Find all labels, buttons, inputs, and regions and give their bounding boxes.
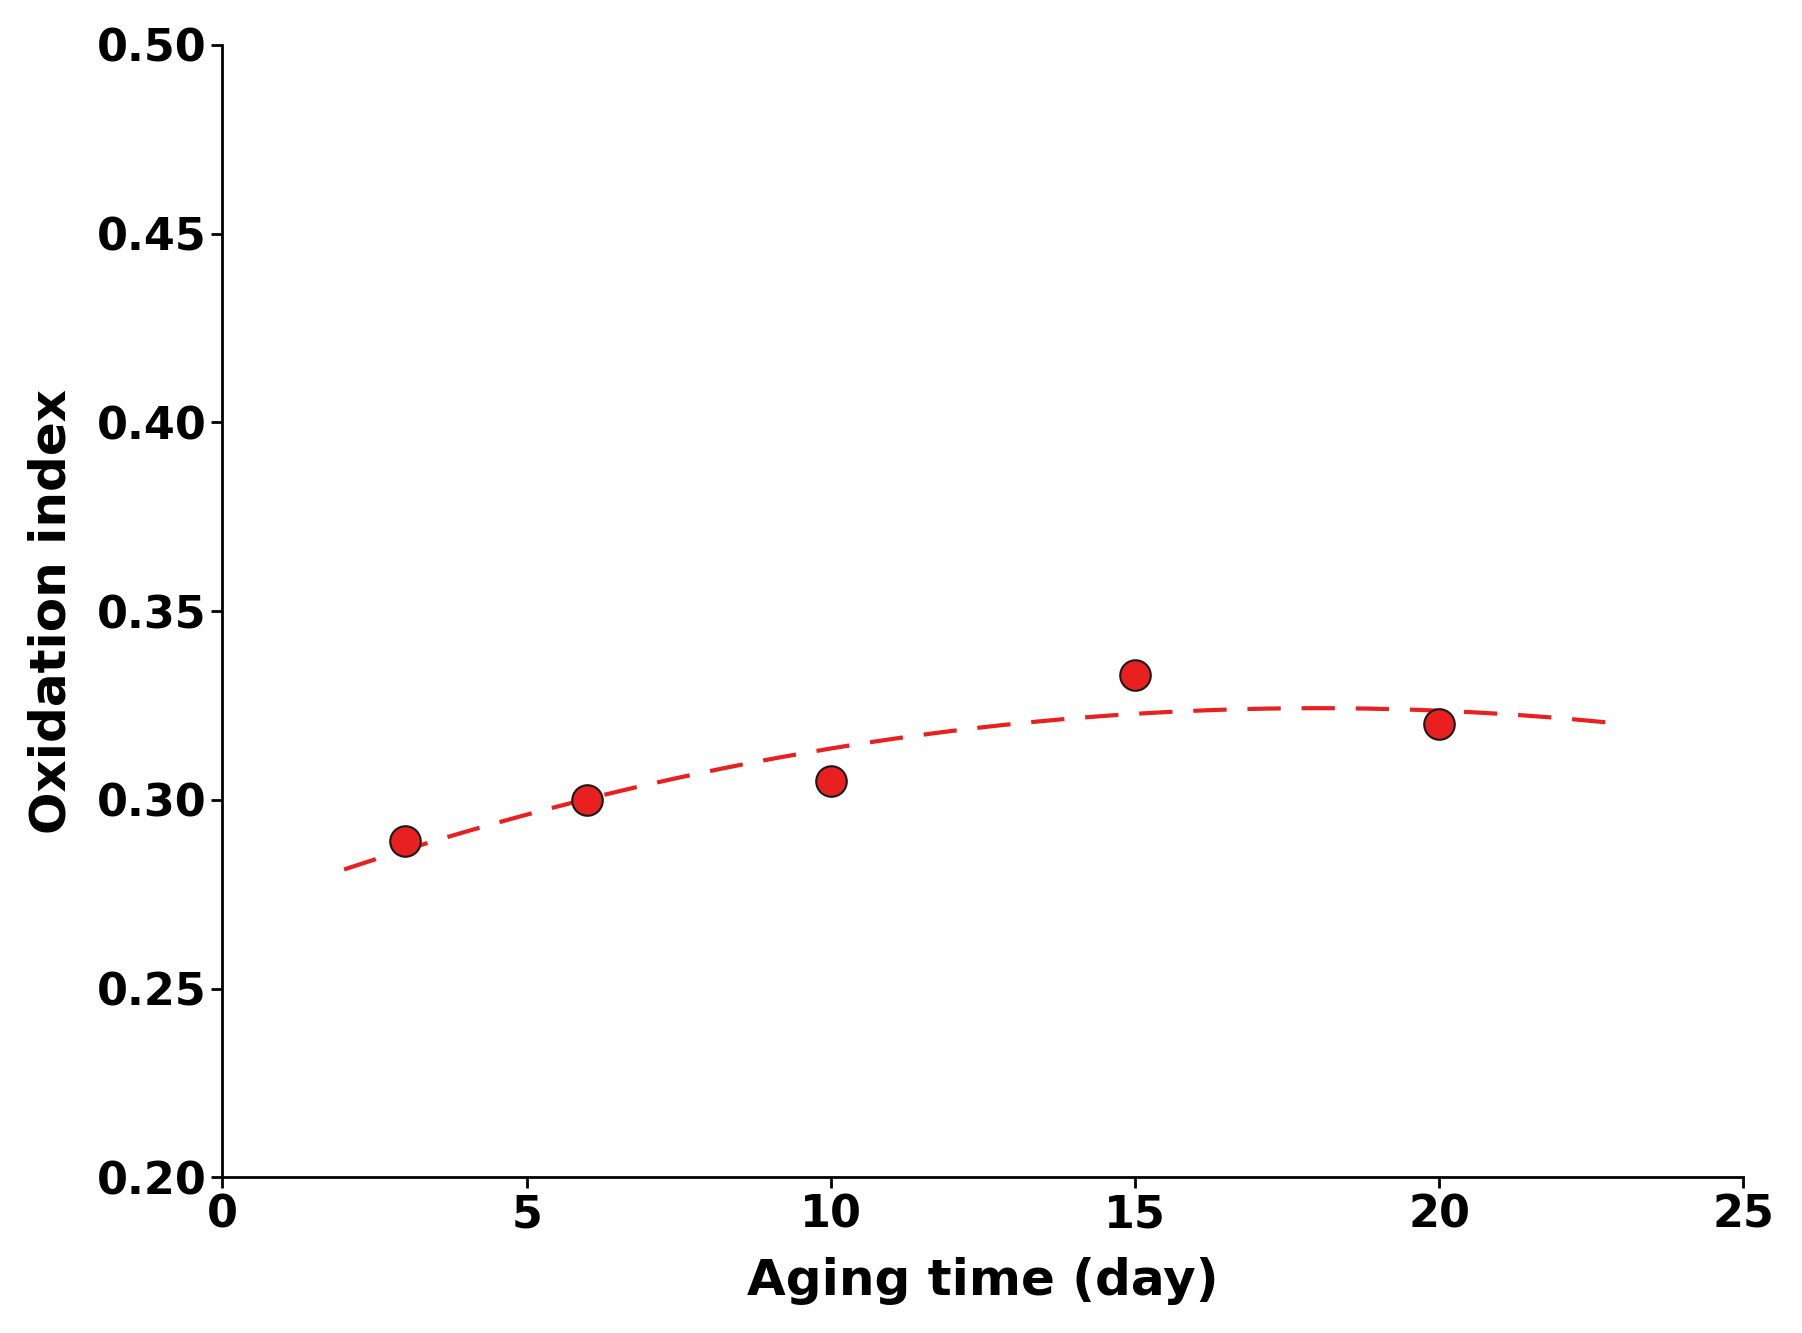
Point <box>573 789 602 810</box>
X-axis label: Aging time (day): Aging time (day) <box>748 1257 1218 1305</box>
Point <box>391 830 420 852</box>
Point <box>1121 665 1150 686</box>
Point <box>1425 713 1454 734</box>
Point <box>816 770 845 792</box>
Y-axis label: Oxidation index: Oxidation index <box>27 389 76 833</box>
